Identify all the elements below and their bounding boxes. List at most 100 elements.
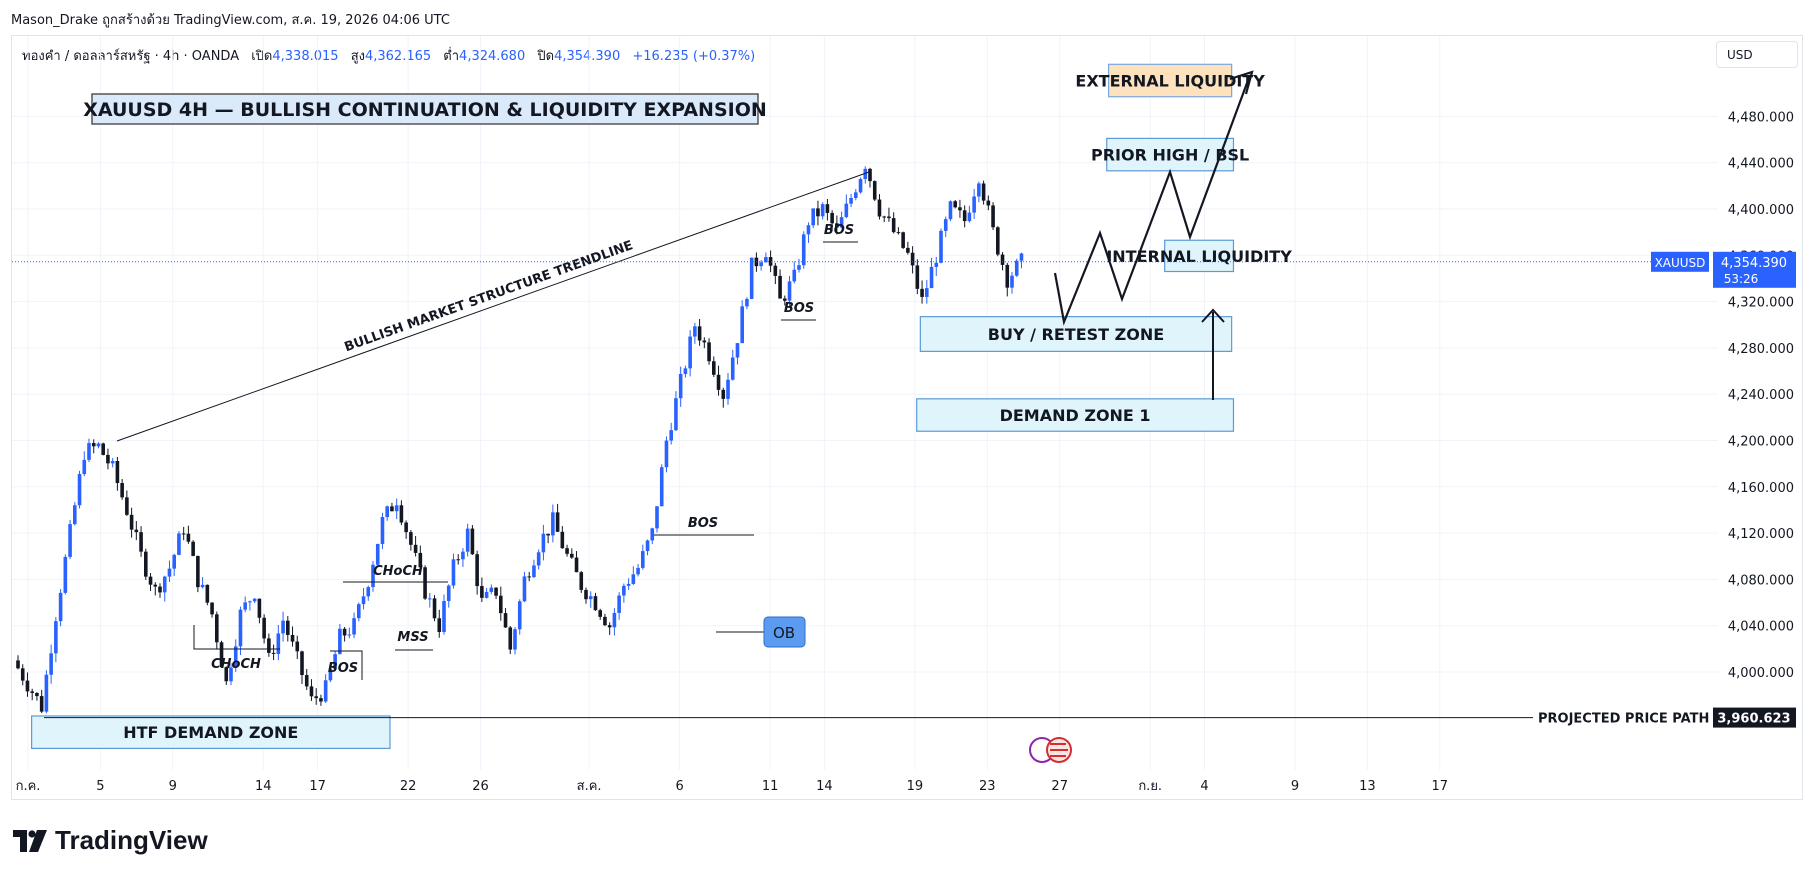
candle-body (678, 373, 683, 399)
candle-body (910, 252, 915, 266)
last-price-value: 4,354.390 (1721, 256, 1787, 271)
candle-body (740, 306, 744, 344)
time-tick-label: 19 (907, 779, 924, 794)
candle-body (972, 196, 976, 213)
candle-body (342, 628, 347, 636)
candles-layer (16, 166, 1024, 714)
candle-body (716, 374, 721, 390)
candle-body (470, 528, 475, 555)
candle-body (513, 629, 517, 650)
zone-label: BUY / RETEST ZONE (988, 325, 1164, 344)
candle-body (868, 168, 872, 182)
candle-body (844, 203, 849, 218)
candle-body (669, 430, 673, 441)
mss-label: MSS (397, 630, 428, 645)
candle-body (319, 698, 323, 702)
candle-body (622, 585, 626, 596)
candle-body (593, 596, 598, 611)
candle-body (797, 265, 801, 270)
candle-body (267, 638, 271, 653)
candle-body (499, 595, 503, 614)
candle-body (806, 225, 811, 235)
candle-body (565, 548, 569, 554)
candle-body (816, 208, 820, 217)
candle-body (418, 552, 423, 568)
bos-line (330, 650, 363, 680)
candle-body (480, 586, 484, 598)
tradingview-logo[interactable]: TradingView (13, 825, 208, 856)
candle-body (854, 192, 858, 198)
zone-box (916, 398, 1235, 432)
candle-body (749, 257, 754, 299)
symbol-info-bar: ทองคำ / ดอลลาร์สหรัฐ · 4h · OANDA เปิด4,… (22, 45, 763, 66)
zone-box (1106, 137, 1235, 172)
candle-body (134, 529, 139, 533)
ob-box (763, 616, 806, 648)
candle-body (115, 461, 120, 484)
projected-path-arrowhead (1229, 70, 1254, 95)
candle-body (77, 474, 82, 506)
candle-body (787, 281, 792, 301)
symbol-description[interactable]: ทองคำ / ดอลลาร์สหรัฐ · 4h · OANDA (22, 49, 240, 64)
candle-body (82, 459, 87, 475)
candle-body (517, 601, 522, 630)
candle-body (465, 528, 470, 552)
candle-body (783, 298, 787, 301)
projected-price-label: PROJECTED PRICE PATH - (1538, 712, 1719, 727)
candle-body (508, 627, 513, 650)
candle-body (981, 183, 986, 201)
candle-body (641, 551, 645, 568)
candle-body (262, 617, 266, 639)
high-value: 4,362.165 (364, 49, 432, 64)
candle-body (560, 531, 565, 549)
candle-body (120, 483, 124, 498)
candle-body (191, 541, 195, 556)
candle-body (929, 266, 934, 289)
candle-body (546, 533, 550, 536)
candle-body (712, 361, 716, 375)
candle-body (219, 642, 224, 668)
candle-body (915, 265, 920, 289)
candle-body (413, 544, 418, 553)
zone-label: EXTERNAL LIQUIDITY (1075, 72, 1265, 91)
candle-body (768, 257, 773, 266)
candle-body (863, 168, 868, 180)
candle-body (484, 591, 489, 598)
candle-body (352, 618, 356, 635)
zone-label: PRIOR HIGH / BSL (1091, 146, 1249, 165)
candle-body (233, 646, 238, 668)
currency-selector[interactable]: USD (1716, 41, 1798, 68)
ob-label: OB (773, 624, 795, 642)
candle-body (693, 326, 697, 337)
candle-body (215, 614, 219, 643)
candle-body (144, 551, 148, 577)
candle-body (446, 585, 451, 602)
zone-label: DEMAND ZONE 1 (1000, 406, 1151, 425)
candle-body (674, 398, 678, 431)
time-tick-label: 27 (1051, 779, 1068, 794)
candle-body (645, 540, 650, 552)
time-tick-label: 17 (309, 779, 326, 794)
candle-body (148, 576, 153, 585)
candle-body (891, 218, 896, 233)
time-tick-label: 5 (96, 779, 104, 794)
candle-body (129, 514, 134, 530)
price-tick-label: 4,160.000 (1728, 481, 1794, 496)
bos-label: BOS (688, 516, 718, 531)
candle-body (257, 598, 262, 618)
price-tick-label: 4,320.000 (1728, 296, 1794, 311)
grid-lines (12, 36, 1718, 770)
candle-body (688, 336, 692, 369)
candle-body (423, 567, 427, 599)
low-label: ต่ำ (443, 49, 460, 64)
candle-body (650, 528, 655, 541)
candle-body (243, 602, 247, 610)
candle-body (617, 595, 621, 613)
time-tick-label: 9 (169, 779, 177, 794)
time-tick-label: ก.ย. (1138, 779, 1162, 794)
price-tick-label: 4,200.000 (1728, 435, 1794, 450)
candle-body (25, 680, 30, 692)
candle-body (210, 602, 214, 615)
zone-box (1107, 63, 1233, 98)
